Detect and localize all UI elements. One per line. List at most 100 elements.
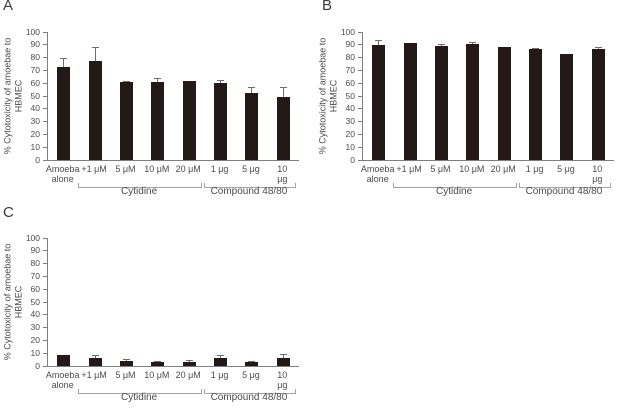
error-bar bbox=[185, 360, 193, 363]
y-tick-label: 60 bbox=[30, 77, 40, 88]
y-tick-label: 30 bbox=[30, 322, 40, 333]
error-bar bbox=[437, 43, 445, 47]
y-tick-label: 20 bbox=[30, 128, 40, 139]
bar bbox=[560, 54, 574, 160]
category-label: 20 μM bbox=[490, 164, 516, 174]
y-tick-label: 60 bbox=[30, 283, 40, 294]
y-tick-label: 30 bbox=[30, 116, 40, 127]
panel-a-label: A bbox=[3, 0, 14, 14]
error-bar bbox=[91, 47, 99, 62]
error-bar-stem bbox=[157, 78, 159, 82]
category-label: 5 μM bbox=[115, 370, 136, 380]
category-label: 5 μM bbox=[430, 164, 451, 174]
category-label: +1 μM bbox=[81, 164, 107, 174]
bar bbox=[182, 362, 196, 366]
error-bar bbox=[217, 80, 225, 84]
error-bar bbox=[279, 87, 287, 98]
category-label: Amoeba alone bbox=[45, 370, 80, 390]
y-tick-label: 70 bbox=[345, 64, 355, 75]
category-label: 5 μg bbox=[242, 164, 260, 174]
error-bar-stem bbox=[282, 87, 284, 98]
y-tick-label: 0 bbox=[350, 154, 355, 165]
group-label: Cytidine bbox=[121, 186, 158, 197]
y-tick-mark bbox=[358, 108, 363, 110]
error-bar-stem bbox=[220, 354, 222, 359]
error-bar-stem bbox=[378, 40, 380, 45]
y-tick-mark bbox=[43, 159, 48, 161]
group-label: Compound 48/80 bbox=[525, 186, 603, 197]
y-tick-label: 10 bbox=[345, 141, 355, 152]
y-tick-mark bbox=[43, 82, 48, 84]
bar bbox=[276, 357, 290, 366]
category-label: +1 μM bbox=[396, 164, 422, 174]
y-tick-label: 50 bbox=[345, 90, 355, 101]
error-bar bbox=[469, 42, 477, 44]
panel-c: C % Cytotoxicity of amoebae to HBMEC 0 10… bbox=[0, 204, 320, 409]
error-bar bbox=[91, 354, 99, 358]
y-tick-mark bbox=[358, 57, 363, 59]
y-tick-mark bbox=[43, 146, 48, 148]
error-bar bbox=[248, 87, 256, 94]
error-bar bbox=[217, 354, 225, 359]
bar bbox=[214, 358, 228, 366]
plot-area: 0 10 20 30 40 50 60 70 80 90 100 bbox=[341, 27, 614, 165]
group-bracket bbox=[203, 183, 297, 188]
error-bar bbox=[122, 358, 130, 361]
plot-area: 0 10 20 30 40 50 60 70 80 90 100 bbox=[26, 27, 299, 165]
x-axis-area: Amoeba alone +1 μM 5 μM 10 μM 20 μM 1 μg 5 μg 1… bbox=[45, 369, 298, 409]
error-bar-stem bbox=[472, 42, 474, 44]
bar bbox=[119, 81, 133, 160]
y-tick-mark bbox=[43, 365, 48, 367]
x-axis-area: Amoeba alone +1 μM 5 μM 10 μM 20 μM 1 μg 5 μg 1… bbox=[46, 163, 298, 203]
group-bracket bbox=[518, 183, 612, 188]
bar bbox=[372, 44, 386, 160]
y-tick-label: 100 bbox=[340, 26, 355, 37]
y-tick-label: 50 bbox=[30, 90, 40, 101]
category-label: 5 μg bbox=[242, 370, 260, 380]
group-label: Compound 48/80 bbox=[210, 392, 288, 403]
bar bbox=[245, 362, 259, 366]
y-tick-mark bbox=[43, 327, 48, 329]
y-tick-label: 80 bbox=[30, 258, 40, 269]
y-tick-label: 100 bbox=[25, 232, 40, 243]
y-tick-mark bbox=[358, 44, 363, 46]
y-tick-mark bbox=[358, 159, 363, 161]
y-tick-label: 90 bbox=[30, 245, 40, 256]
category-label: Amoeba alone bbox=[360, 164, 395, 184]
y-tick-label: 40 bbox=[30, 103, 40, 114]
y-tick-label: 20 bbox=[345, 128, 355, 139]
category-label: +1 μM bbox=[81, 370, 107, 380]
y-tick-mark bbox=[43, 69, 48, 71]
error-bar bbox=[532, 48, 540, 50]
error-bar-stem bbox=[251, 360, 253, 363]
y-tick-label: 80 bbox=[30, 52, 40, 63]
error-bar-stem bbox=[63, 57, 65, 67]
category-label: 20 μM bbox=[175, 164, 201, 174]
y-tick-mark bbox=[43, 250, 48, 252]
y-tick-mark bbox=[43, 352, 48, 354]
y-tick-mark bbox=[43, 121, 48, 123]
bar bbox=[403, 42, 417, 160]
y-tick-mark bbox=[43, 314, 48, 316]
error-bar-stem bbox=[94, 354, 96, 358]
error-bar-stem bbox=[440, 43, 442, 47]
bar bbox=[276, 97, 290, 160]
group-label: Compound 48/80 bbox=[210, 186, 288, 197]
y-tick-label: 10 bbox=[30, 347, 40, 358]
y-tick-mark bbox=[43, 301, 48, 303]
panel-a: A % Cytotoxicity of amoebae to HBMEC 0 10… bbox=[0, 0, 320, 201]
category-label: 20 μM bbox=[175, 370, 201, 380]
y-tick-label: 50 bbox=[30, 296, 40, 307]
error-bar bbox=[154, 360, 162, 363]
error-bar-stem bbox=[282, 353, 284, 358]
y-tick-label: 100 bbox=[25, 26, 40, 37]
y-tick-mark bbox=[43, 31, 48, 33]
error-bar-stem bbox=[220, 80, 222, 84]
group-label: Cytidine bbox=[121, 392, 158, 403]
bar bbox=[151, 81, 165, 160]
category-label: 5 μg bbox=[557, 164, 575, 174]
y-tick-mark bbox=[43, 275, 48, 277]
group-bracket bbox=[393, 183, 518, 188]
y-tick-mark bbox=[358, 31, 363, 33]
